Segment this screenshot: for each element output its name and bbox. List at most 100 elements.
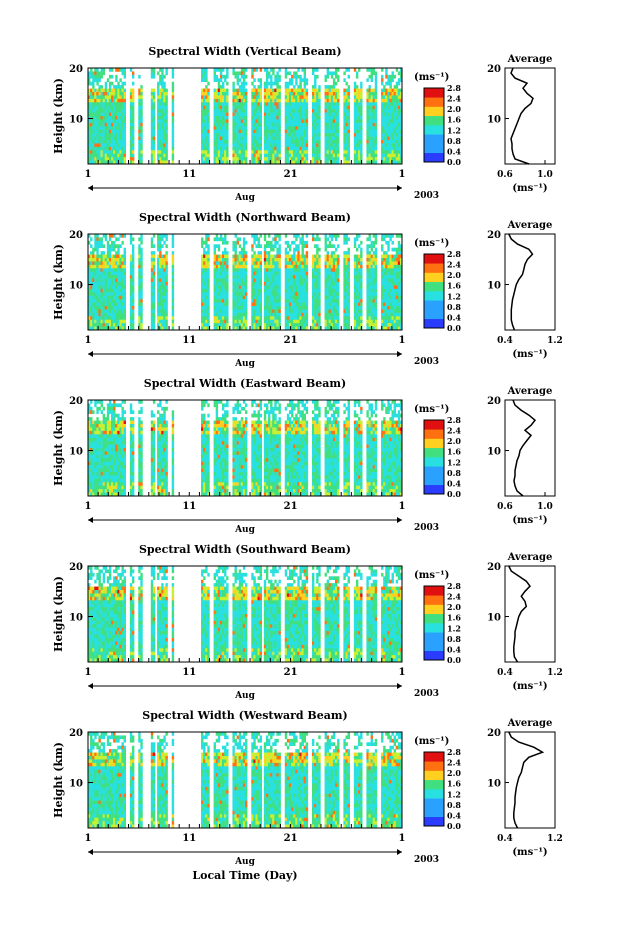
heatmap-cell xyxy=(121,95,124,100)
heatmap-cell xyxy=(383,85,386,89)
heatmap-cell xyxy=(207,316,210,321)
heatmap-cell xyxy=(347,153,350,158)
heatmap-cell xyxy=(326,126,330,131)
heatmap-cell xyxy=(108,143,112,148)
heatmap-cell xyxy=(171,306,175,310)
heatmap-cell xyxy=(215,282,219,286)
heatmap-cell xyxy=(301,268,304,273)
heatmap-cell xyxy=(234,244,237,249)
heatmap-cell xyxy=(324,88,327,93)
heatmap-cell xyxy=(108,275,112,279)
heatmap-cell xyxy=(161,323,164,327)
heatmap-cell xyxy=(397,160,401,165)
heatmap-cell xyxy=(276,102,279,107)
heatmap-cell xyxy=(370,71,373,76)
heatmap-cell xyxy=(224,95,227,100)
heatmap-cell xyxy=(278,119,281,124)
heatmap-cell xyxy=(358,319,361,324)
heatmap-cell xyxy=(90,116,93,120)
heatmap-cell xyxy=(314,119,317,124)
heatmap-cell xyxy=(129,150,133,155)
heatmap-cell xyxy=(161,126,164,131)
heatmap-cell xyxy=(119,136,122,141)
heatmap-cell xyxy=(360,88,363,93)
heatmap-cell xyxy=(324,278,327,283)
heatmap-cell xyxy=(263,302,267,307)
heatmap-cell xyxy=(345,81,348,86)
heatmap-cell xyxy=(335,109,338,113)
heatmap-cell xyxy=(224,153,227,158)
heatmap-cell xyxy=(234,153,237,158)
heatmap-cell xyxy=(324,275,327,279)
heatmap-cell xyxy=(157,309,160,314)
heatmap-cell xyxy=(263,254,267,259)
heatmap-cell xyxy=(305,140,309,144)
heatmap-cell xyxy=(129,68,133,72)
heatmap-cell xyxy=(157,254,160,259)
heatmap-cell xyxy=(259,116,263,120)
heatmap-cell xyxy=(295,247,298,252)
heatmap-cell xyxy=(140,261,143,266)
heatmap-cell xyxy=(276,78,279,83)
heatmap-cell xyxy=(96,78,99,83)
heatmap-cell xyxy=(242,105,246,110)
heatmap-cell xyxy=(270,264,273,269)
heatmap-cell xyxy=(381,153,384,158)
heatmap-cell xyxy=(387,105,390,110)
heatmap-cell xyxy=(343,285,346,290)
heatmap-cell xyxy=(345,261,348,266)
heatmap-cell xyxy=(217,299,221,303)
heatmap-cell xyxy=(106,268,110,273)
heatmap-cell xyxy=(385,102,388,107)
heatmap-cell xyxy=(337,326,340,331)
heatmap-cell xyxy=(159,278,162,283)
heatmap-cell xyxy=(205,306,208,310)
heatmap-cell xyxy=(387,150,390,155)
heatmap-cell xyxy=(347,316,350,321)
heatmap-cell xyxy=(295,81,298,86)
heatmap-cell xyxy=(255,261,258,266)
heatmap-cell xyxy=(226,288,229,293)
heatmap-cell xyxy=(295,78,298,83)
heatmap-cell xyxy=(251,295,254,300)
heatmap-cell xyxy=(297,153,300,158)
heatmap-cell xyxy=(389,136,392,141)
heatmap-cell xyxy=(355,112,359,117)
heatmap-cell xyxy=(255,316,258,321)
heatmap-cell xyxy=(345,146,348,151)
heatmap-cell xyxy=(299,105,302,110)
heatmap-cell xyxy=(232,136,235,141)
heatmap-cell xyxy=(299,112,302,117)
heatmap-cell xyxy=(318,326,321,331)
heatmap-cell xyxy=(337,319,340,324)
heatmap-cell xyxy=(242,136,246,141)
heatmap-cell xyxy=(303,74,306,79)
heatmap-cell xyxy=(163,95,166,100)
heatmap-cell xyxy=(240,92,244,96)
heatmap-cell xyxy=(265,326,269,331)
heatmap-cell xyxy=(96,261,99,266)
heatmap-cell xyxy=(268,244,271,249)
heatmap-cell xyxy=(278,258,281,262)
heatmap-cell xyxy=(240,74,244,79)
heatmap-cell xyxy=(245,81,248,86)
heatmap-cell xyxy=(159,244,162,249)
heatmap-cell xyxy=(391,136,394,141)
heatmap-cell xyxy=(104,254,108,259)
heatmap-cell xyxy=(152,109,156,113)
heatmap-cell xyxy=(123,129,126,134)
heatmap-cell xyxy=(165,264,168,269)
heatmap-cell xyxy=(242,146,246,151)
heatmap-cell xyxy=(242,306,246,310)
heatmap-cell xyxy=(293,160,296,165)
heatmap-cell xyxy=(92,247,95,252)
heatmap-cell xyxy=(236,146,240,151)
heatmap-cell xyxy=(299,98,302,103)
heatmap-cell xyxy=(157,81,160,86)
heatmap-cell xyxy=(224,247,227,252)
heatmap-cell xyxy=(324,92,327,96)
heatmap-cell xyxy=(316,278,319,283)
heatmap-cell xyxy=(372,143,376,148)
heatmap-cell xyxy=(370,68,373,72)
heatmap-cell xyxy=(157,240,160,245)
